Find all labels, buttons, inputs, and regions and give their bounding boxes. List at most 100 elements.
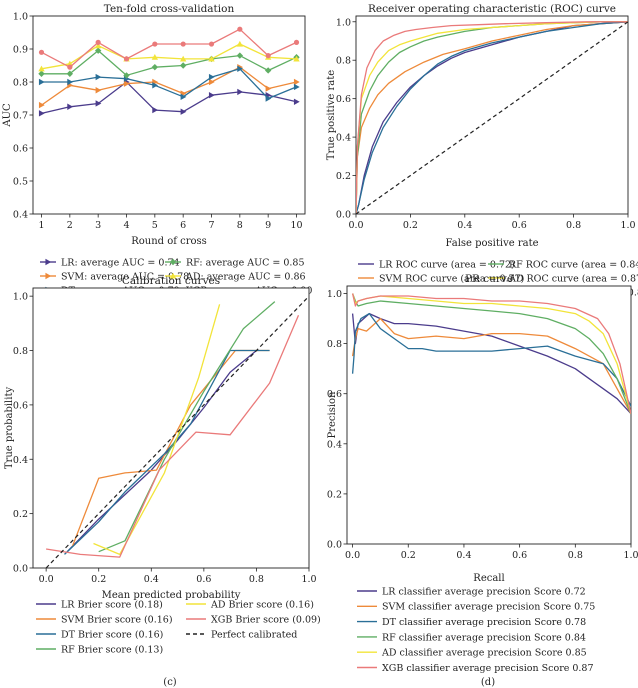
legend-marker-rf [169,258,177,266]
series-line-dt [356,21,628,214]
legend-label-dt: DT Brier score (0.16) [61,629,163,640]
legend-label-perfect: Perfect calibrated [211,629,297,640]
legend-label-svm: SVM: average AUC = 0.78 [61,271,189,282]
data-point-lr [237,88,244,96]
data-point-lr [293,98,300,105]
legend-marker-svm [45,272,52,280]
data-point-rf [38,70,45,77]
data-point-dt [152,82,159,89]
axes-frame [32,15,306,215]
legend-label-lr: LR Brier score (0.18) [61,599,163,610]
y-tick-label: 0.8 [13,78,28,89]
data-point-rf [123,72,130,79]
x-tick-label: 0.4 [144,574,159,585]
legend-marker-lr [45,258,52,266]
series-line-perfect [45,295,309,568]
y-tick-label: 0.8 [13,346,28,357]
data-point-xgb [67,64,73,70]
x-tick-label: 0.8 [566,220,581,231]
x-tick-label: 1.0 [620,220,635,231]
panel-caption: (d) [481,677,495,688]
series-line-lr [351,312,631,415]
x-tick-label: 1 [38,220,44,231]
legend-label-lr: LR classifier average precision Score 0.… [382,586,586,597]
chart-title: Receiver operating characteristic (ROC) … [368,3,616,15]
y-axis-label: True probability [4,387,15,470]
y-axis-label: True positive rate [326,70,337,160]
y-tick-label: 0.2 [13,509,28,520]
legend-label-svm: SVM Brier score (0.16) [61,614,173,625]
y-tick-label: 0.0 [13,564,28,575]
x-tick-label: 0.0 [39,574,54,585]
data-point-xgb [180,41,186,47]
chart-title: Ten-fold cross-validation [104,3,235,15]
series-line-svm [41,66,297,106]
x-tick-label: 0.0 [348,220,363,231]
x-tick-label: 0.8 [568,550,583,561]
x-tick-label: 2 [67,220,73,231]
data-point-rf [179,62,187,69]
data-point-xgb [293,39,300,46]
legend-label-svm: SVM classifier average precision Score 0… [382,602,595,613]
plot-area [351,293,631,415]
data-point-xgb [95,39,101,46]
y-tick-label: 0.4 [327,439,342,450]
data-point-ad [94,42,102,49]
y-tick-label: 1.0 [13,292,28,303]
data-point-lr [208,92,215,99]
panel-caption: (c) [163,677,177,688]
data-point-dt [180,93,187,101]
legend-marker-ad [169,272,177,279]
y-tick-label: 0.6 [13,400,28,411]
axes-frame [355,15,629,215]
data-point-lr [67,103,74,110]
series-line-svm [356,21,628,214]
x-tick-label: 7 [208,220,214,231]
x-tick-label: 4 [123,220,129,231]
axes-frame [346,285,632,545]
data-point-rf [264,67,272,74]
legend-label-rf: RF classifier average precision Score 0.… [382,632,586,643]
chart-title: PR curve [465,273,513,285]
series-line-xgb [351,293,631,414]
y-tick-label: 0.0 [336,210,351,221]
series-line-dt [351,312,631,407]
data-point-ad [38,65,45,72]
data-point-dt [237,65,244,72]
x-tick-label: 1.0 [301,574,316,585]
y-tick-label: 0.6 [327,389,342,400]
x-axis-label: Recall [473,573,504,584]
plot-area [45,295,309,568]
y-tick-label: 0.2 [327,489,342,500]
x-tick-label: 0.4 [456,550,471,561]
series-line-ad [356,21,628,214]
series-line-rf [351,293,631,414]
x-axis-label: False positive rate [445,238,538,249]
data-point-dt [208,73,215,81]
x-tick-label: 0.6 [196,574,211,585]
data-point-rf [151,63,159,71]
legend-label-lr: LR ROC curve (area = 0.72) [379,259,515,270]
data-point-lr [180,108,187,115]
axes-frame [32,287,310,569]
data-point-rf [94,47,102,54]
data-point-dt [265,95,272,102]
panel-c-calibration-curves: 0.0 0.2 0.4 0.6 0.8 1.0 0.0 0.2 0.4 0.6 0.8 1.0 Cali… [4,275,321,688]
legend-label-rf: RF Brier score (0.13) [61,644,163,655]
data-point-lr [95,100,102,107]
legend-label-svm: SVM ROC curve (area = 0.77) [379,273,524,284]
data-point-dt [38,78,45,86]
data-point-lr [152,106,159,114]
series-line-ad [93,304,221,556]
series-line-xgb [41,28,297,68]
x-tick-label: 0.6 [512,220,527,231]
legend-label-rf: RF: average AUC = 0.85 [186,257,305,268]
data-point-xgb [208,41,215,47]
y-axis-label: AUC [2,103,13,128]
y-axis-label: Precision [327,391,338,439]
x-tick-label: 10 [290,220,302,231]
series-line-rf [41,49,297,77]
data-point-svm [265,85,272,92]
y-tick-label: 0.6 [13,144,28,155]
